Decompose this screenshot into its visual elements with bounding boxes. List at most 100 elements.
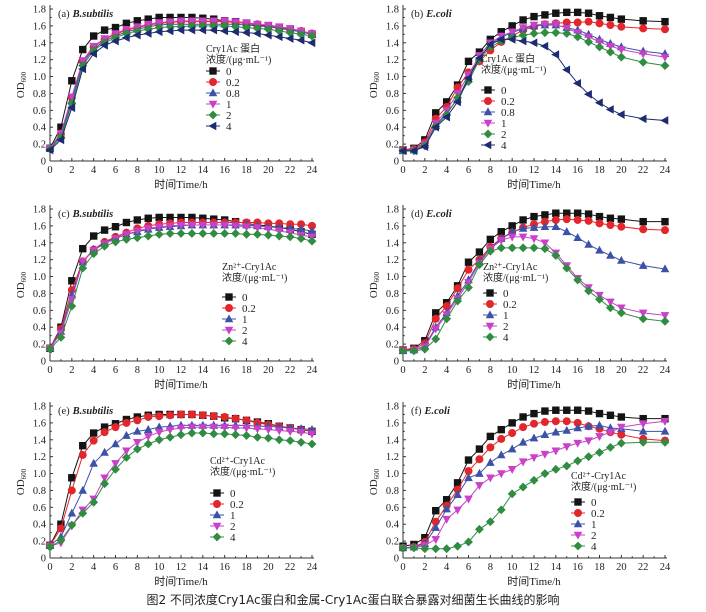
x-tick-label: 18 xyxy=(241,365,252,376)
data-point xyxy=(263,433,273,443)
data-point xyxy=(584,216,593,225)
data-point xyxy=(165,26,174,36)
data-point xyxy=(209,412,218,421)
x-axis-label: 时间Time/h xyxy=(507,378,561,391)
data-point xyxy=(177,410,186,419)
legend-title: Cry1Ac 蛋白 xyxy=(206,42,260,55)
data-point xyxy=(133,227,142,236)
legend-marker xyxy=(209,67,217,75)
legend-title: Cry1Ac 蛋白 xyxy=(481,52,535,65)
legend-marker xyxy=(213,489,221,497)
panel-organism: B.subtilis xyxy=(72,209,114,220)
y-tick-label: 1.4 xyxy=(33,238,47,249)
legend-marker xyxy=(208,88,218,97)
legend-title: Cd²⁺-Cry1Ac xyxy=(210,456,265,467)
data-point xyxy=(563,406,571,414)
data-point xyxy=(595,12,604,20)
series-line xyxy=(49,224,313,349)
chart-panel-a: 0 0.2 0.4 0.6 0.8 1.0 1.2 1.4 1.6 1.8 0 2 4 6 8 10 12 14 1… xyxy=(0,0,353,200)
data-point xyxy=(595,212,604,221)
data-point xyxy=(420,142,429,151)
data-point xyxy=(398,346,408,356)
x-tick-label: 20 xyxy=(616,165,627,176)
legend-label: 1 xyxy=(226,99,232,111)
data-point xyxy=(616,110,625,119)
panel-title: (a) B.subtilis xyxy=(58,9,113,20)
legend-item: 4 xyxy=(210,532,236,544)
legend-label: 0.2 xyxy=(226,77,240,89)
data-point xyxy=(540,244,550,254)
legend-item: 0 xyxy=(206,66,232,78)
legend-marker xyxy=(485,310,495,319)
y-axis-label: OD600 xyxy=(368,71,381,98)
data-point xyxy=(475,468,484,477)
data-point xyxy=(56,535,66,545)
data-point xyxy=(562,227,572,236)
data-point xyxy=(263,230,273,240)
legend-title: 浓度/(μg·mL⁻¹) xyxy=(483,271,548,284)
data-point xyxy=(638,114,647,124)
series-0.8 xyxy=(45,19,317,152)
legend-marker xyxy=(485,322,495,331)
data-point xyxy=(529,235,539,244)
legend-item: 2 xyxy=(481,129,507,141)
x-tick-label: 4 xyxy=(91,365,97,376)
data-point xyxy=(274,227,284,236)
data-point xyxy=(187,229,197,238)
x-tick-label: 10 xyxy=(507,165,518,176)
legend-label: 1 xyxy=(591,519,597,531)
panel-label: (b) xyxy=(411,9,424,20)
data-point xyxy=(209,429,219,439)
legend-label: 4 xyxy=(242,336,248,348)
data-point xyxy=(122,218,131,227)
data-point xyxy=(595,245,604,254)
data-point xyxy=(595,219,604,228)
data-point xyxy=(154,428,164,437)
data-point xyxy=(605,303,615,313)
legend-title: 浓度/(μg·mL⁻¹) xyxy=(571,480,636,493)
data-point xyxy=(529,243,539,253)
data-point xyxy=(507,243,517,253)
data-point xyxy=(573,233,582,242)
series-line xyxy=(49,432,313,548)
data-point xyxy=(551,28,561,38)
data-point xyxy=(78,450,87,459)
data-point xyxy=(100,474,109,483)
data-point xyxy=(562,29,572,38)
data-point xyxy=(111,23,120,32)
chart-b: 00.20.40.60.81.01.21.41.61.80 2 4 6 8 10 12 14 1… xyxy=(368,5,671,192)
data-point xyxy=(474,524,484,534)
data-point xyxy=(475,482,484,491)
data-point xyxy=(606,428,615,437)
y-tick-label: 1.2 xyxy=(33,55,46,66)
y-tick-label: 0.4 xyxy=(386,520,400,531)
x-tick-label: 24 xyxy=(307,165,318,176)
data-point xyxy=(220,429,230,439)
legend-marker xyxy=(212,510,222,519)
data-point xyxy=(220,412,229,421)
x-tick-label: 16 xyxy=(219,365,230,376)
data-point xyxy=(529,475,539,485)
data-point xyxy=(143,425,153,433)
x-tick-label: 2 xyxy=(69,562,74,573)
data-point xyxy=(529,21,539,30)
y-tick-label: 0.2 xyxy=(33,537,46,548)
legend-marker xyxy=(483,119,493,128)
x-tick-label: 22 xyxy=(638,562,649,573)
data-point xyxy=(220,26,228,36)
legend-item: 0.2 xyxy=(483,299,517,311)
data-point xyxy=(660,61,670,71)
data-point xyxy=(78,258,88,266)
x-tick-label: 24 xyxy=(660,562,671,573)
data-point xyxy=(122,19,131,28)
x-tick-label: 2 xyxy=(422,562,427,573)
data-point xyxy=(231,229,241,238)
x-tick-label: 0 xyxy=(47,562,52,573)
series-1 xyxy=(45,17,317,153)
series-4 xyxy=(45,25,316,155)
panel-organism: E.coli xyxy=(425,209,451,220)
x-tick-label: 10 xyxy=(507,365,518,376)
series-0.2 xyxy=(45,218,316,353)
y-axis-label-main: OD xyxy=(15,479,27,495)
